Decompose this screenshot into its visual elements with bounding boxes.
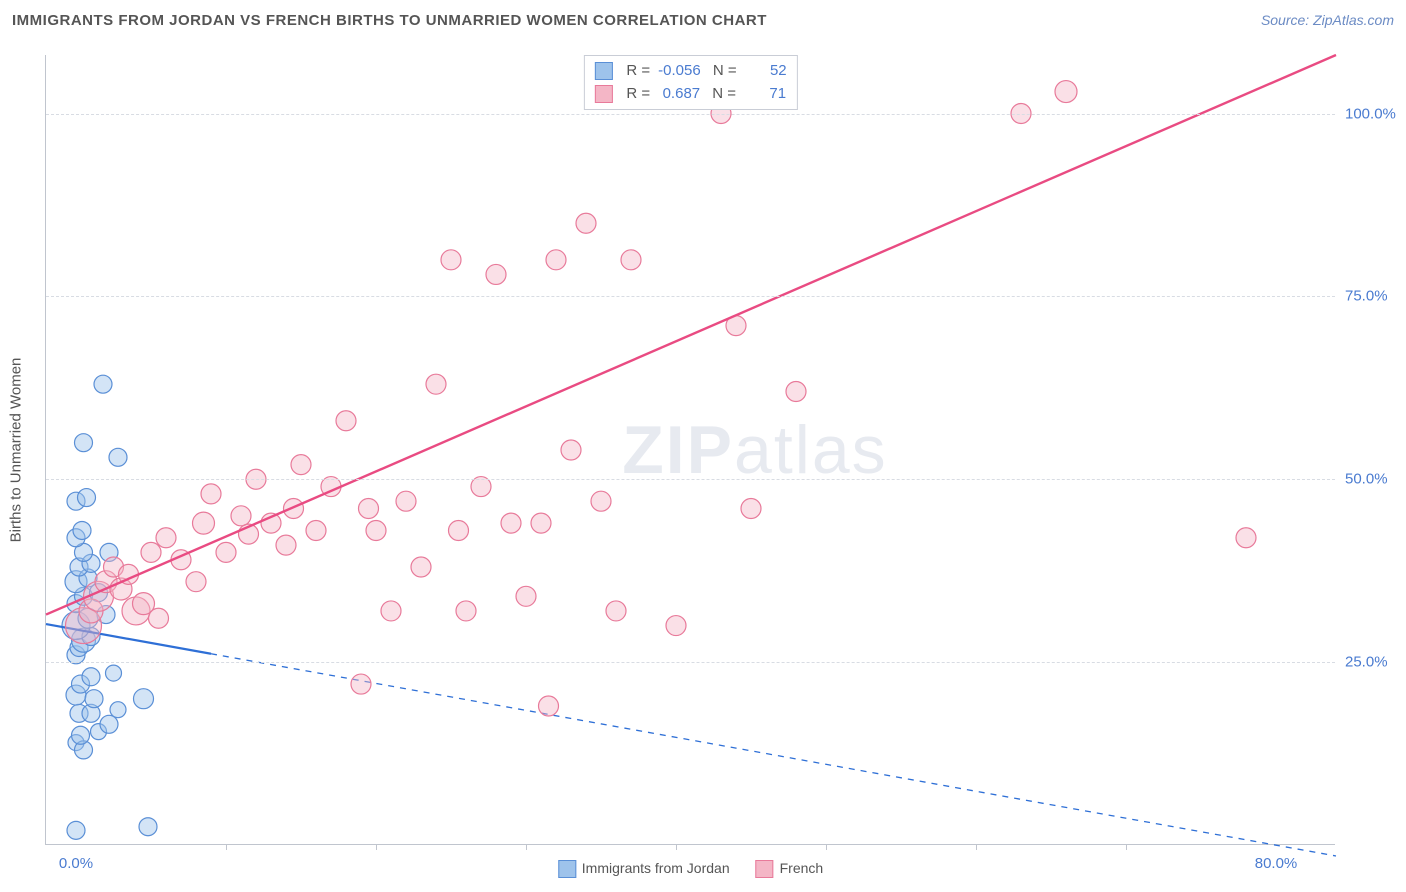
scatter-point	[67, 821, 85, 839]
legend-row-jordan: R = -0.056 N = 52	[594, 60, 786, 83]
source-attribution: Source: ZipAtlas.com	[1261, 12, 1394, 28]
scatter-point	[561, 440, 581, 460]
series-legend: Immigrants from Jordan French	[558, 860, 823, 878]
x-minor-tick	[226, 844, 227, 850]
stat-label-r: R =	[626, 83, 650, 106]
y-tick-label: 50.0%	[1345, 471, 1405, 488]
stat-label-r: R =	[626, 60, 650, 83]
legend-swatch-jordan	[558, 860, 576, 878]
stat-value-n-french: 71	[744, 83, 786, 106]
scatter-point	[193, 512, 215, 534]
stat-value-n-jordan: 52	[745, 60, 787, 83]
stat-label-n: N =	[708, 83, 736, 106]
stat-value-r-jordan: -0.056	[658, 60, 701, 83]
scatter-point	[73, 521, 91, 539]
scatter-point	[100, 715, 118, 733]
x-minor-tick	[1126, 844, 1127, 850]
stat-label-n: N =	[709, 60, 737, 83]
regression-line	[46, 55, 1336, 615]
legend-swatch-french	[756, 860, 774, 878]
y-tick-label: 100.0%	[1345, 105, 1405, 122]
scatter-point	[396, 491, 416, 511]
scatter-point	[366, 520, 386, 540]
x-minor-tick	[826, 844, 827, 850]
scatter-point	[1055, 81, 1077, 103]
scatter-point	[359, 499, 379, 519]
scatter-point	[109, 448, 127, 466]
legend-item-french: French	[756, 860, 824, 878]
scatter-point	[456, 601, 476, 621]
x-minor-tick	[976, 844, 977, 850]
scatter-point	[75, 434, 93, 452]
scatter-point	[94, 375, 112, 393]
scatter-point	[411, 557, 431, 577]
gridline	[46, 662, 1335, 663]
scatter-point	[139, 818, 157, 836]
gridline	[46, 114, 1335, 115]
x-tick-label: 0.0%	[59, 855, 93, 872]
page-title: IMMIGRANTS FROM JORDAN VS FRENCH BIRTHS …	[12, 12, 767, 29]
stat-value-r-french: 0.687	[658, 83, 700, 106]
scatter-point	[441, 250, 461, 270]
scatter-point	[576, 213, 596, 233]
scatter-point	[186, 572, 206, 592]
scatter-point	[666, 616, 686, 636]
scatter-point	[426, 374, 446, 394]
scatter-point	[201, 484, 221, 504]
scatter-point	[591, 491, 611, 511]
x-minor-tick	[526, 844, 527, 850]
gridline	[46, 296, 1335, 297]
legend-row-french: R = 0.687 N = 71	[594, 83, 786, 106]
scatter-point	[516, 586, 536, 606]
scatter-point	[78, 489, 96, 507]
scatter-point	[741, 499, 761, 519]
correlation-legend: R = -0.056 N = 52 R = 0.687 N = 71	[583, 55, 797, 110]
scatter-point	[306, 520, 326, 540]
legend-item-jordan: Immigrants from Jordan	[558, 860, 730, 878]
regression-line-dashed	[211, 654, 1336, 856]
scatter-point	[231, 506, 251, 526]
legend-swatch-french	[594, 85, 612, 103]
y-axis-label: Births to Unmarried Women	[8, 357, 25, 542]
scatter-point	[449, 520, 469, 540]
chart-plot-area: Births to Unmarried Women ZIPatlas 25.0%…	[45, 55, 1335, 845]
scatter-point	[501, 513, 521, 533]
x-minor-tick	[376, 844, 377, 850]
scatter-point	[531, 513, 551, 533]
y-tick-label: 25.0%	[1345, 654, 1405, 671]
scatter-point	[156, 528, 176, 548]
legend-swatch-jordan	[594, 62, 612, 80]
legend-label-french: French	[780, 860, 824, 876]
scatter-point	[786, 381, 806, 401]
scatter-point	[85, 690, 103, 708]
x-minor-tick	[676, 844, 677, 850]
legend-label-jordan: Immigrants from Jordan	[582, 860, 730, 876]
scatter-point	[351, 674, 371, 694]
scatter-point	[381, 601, 401, 621]
scatter-point	[606, 601, 626, 621]
scatter-point	[149, 608, 169, 628]
chart-svg	[46, 55, 1335, 844]
scatter-point	[141, 542, 161, 562]
scatter-point	[621, 250, 641, 270]
scatter-point	[1236, 528, 1256, 548]
scatter-point	[276, 535, 296, 555]
scatter-point	[546, 250, 566, 270]
scatter-point	[134, 689, 154, 709]
x-tick-label: 80.0%	[1255, 855, 1298, 872]
scatter-point	[110, 702, 126, 718]
scatter-point	[106, 665, 122, 681]
y-tick-label: 75.0%	[1345, 288, 1405, 305]
header: IMMIGRANTS FROM JORDAN VS FRENCH BIRTHS …	[0, 0, 1406, 40]
gridline	[46, 479, 1335, 480]
scatter-point	[539, 696, 559, 716]
scatter-point	[82, 668, 100, 686]
scatter-point	[216, 542, 236, 562]
scatter-point	[486, 264, 506, 284]
scatter-point	[336, 411, 356, 431]
scatter-point	[72, 726, 90, 744]
scatter-point	[291, 455, 311, 475]
